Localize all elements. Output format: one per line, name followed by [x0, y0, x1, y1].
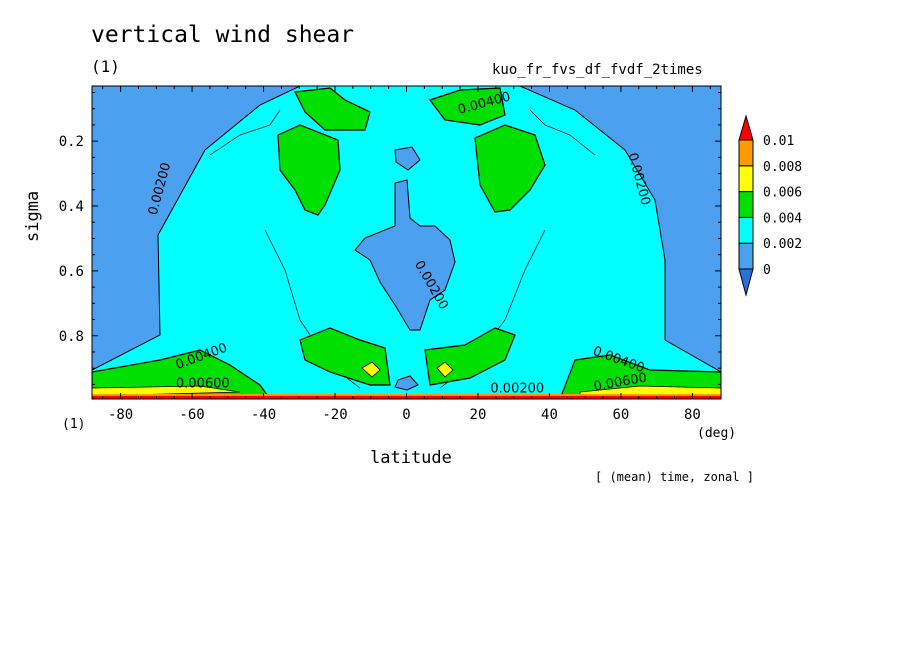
y-tick-label: 0.6 — [59, 264, 84, 280]
y-tick-label: 0.4 — [59, 199, 84, 215]
colorbar-label: 0.002 — [763, 237, 802, 252]
x-tick-label: -80 — [108, 407, 133, 423]
contour-fill — [92, 86, 721, 399]
colorbar-band — [738, 216, 754, 244]
fill-band-0.006-0.008-right — [436, 361, 454, 378]
colorbar-band — [738, 242, 754, 270]
colorbar-band — [738, 191, 754, 218]
x-tick-label: 80 — [684, 407, 701, 423]
x-tick-label: -40 — [251, 407, 276, 423]
fill-central-low — [354, 179, 456, 331]
y-tick-label: 0.2 — [59, 134, 84, 150]
panel-number: (1) — [91, 57, 120, 76]
fill-band-0.004-0.006-bottom-left — [92, 349, 271, 399]
x-tick-label: -60 — [179, 407, 204, 423]
x-tick-label: 20 — [470, 407, 487, 423]
x-axis-label: latitude — [370, 448, 452, 468]
x-tick-label: 0 — [402, 407, 410, 423]
fill-band-0.004-0.006-upper-right — [474, 124, 546, 213]
colorbar-band — [738, 165, 754, 193]
colorbar-label: 0 — [763, 263, 771, 278]
x-axis-unit: (deg) — [697, 426, 737, 441]
x-tick-label: 40 — [541, 407, 558, 423]
colorbar-label: 0.006 — [763, 186, 802, 201]
fill-band-0.006-0.008-bottom-left — [92, 385, 241, 397]
y-tick-label: 0.8 — [59, 329, 84, 345]
colorbar-label: 0.01 — [763, 134, 794, 149]
colorbar: 0 0.002 0.004 0.006 0.008 0.01 — [738, 114, 802, 297]
colorbar-bottom-arrow — [738, 268, 754, 297]
contour-label: 0.00600 — [176, 377, 230, 392]
chart-title: vertical wind shear — [91, 22, 355, 48]
x-tick-label: -20 — [322, 407, 347, 423]
colorbar-label: 0.004 — [763, 211, 802, 226]
contour-label: 0.00200 — [490, 382, 544, 397]
fill-central-patch — [394, 146, 421, 171]
fill-band-0.006-0.008-left — [361, 361, 381, 378]
fill-band-0.004-0.006-top-center — [294, 87, 371, 131]
x-tick-label: 60 — [613, 407, 630, 423]
fill-low-patch — [394, 375, 419, 391]
fill-band-0.004-0.006-upper-left — [277, 124, 341, 216]
axes: -80 -60 -40 -20 0 20 40 60 80 0.2 0.4 0.6 0.8 — [59, 86, 721, 423]
fill-band-0.004-0.006-top-right — [429, 87, 506, 126]
average-note: [ (mean) time, zonal ] — [595, 470, 754, 484]
colorbar-top-arrow — [738, 114, 754, 141]
colorbar-band — [738, 139, 754, 167]
colorbar-label: 0.008 — [763, 160, 802, 175]
y-axis-unit: (1) — [62, 417, 86, 432]
run-name: kuo_fr_fvs_df_fvdf_2times — [492, 62, 703, 78]
